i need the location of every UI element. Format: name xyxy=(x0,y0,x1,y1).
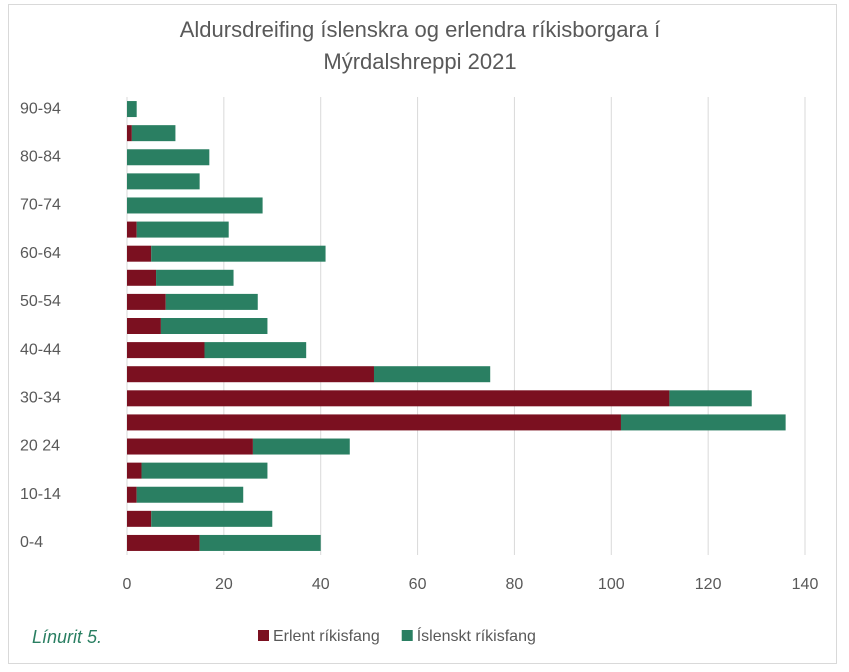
chart-title: Aldursdreifing íslenskra og erlendra rík… xyxy=(179,17,661,74)
bar-segment xyxy=(141,462,268,479)
bar-segment xyxy=(127,101,137,118)
legend-swatch xyxy=(401,630,413,641)
bar-segment xyxy=(204,342,307,359)
bar-segment xyxy=(127,318,161,334)
y-tick-label: 0-4 xyxy=(20,534,43,551)
bar-segment xyxy=(252,438,350,455)
bar-segment xyxy=(136,221,229,238)
x-tick-label: 120 xyxy=(695,576,722,593)
y-tick-label: 80-84 xyxy=(20,148,61,165)
bar-segment xyxy=(127,366,374,383)
bar-segment xyxy=(131,125,176,142)
annotation: Línurit 5. xyxy=(32,627,102,647)
bar-segment xyxy=(127,269,157,286)
bar-segment xyxy=(136,486,244,503)
bar-segment xyxy=(127,390,670,407)
bar-segment xyxy=(199,534,321,551)
bar-segment xyxy=(620,414,786,431)
bar-segment xyxy=(373,366,491,383)
bar-segment xyxy=(127,221,137,238)
y-tick-label: 30-34 xyxy=(20,390,61,407)
bar-segment xyxy=(127,197,263,214)
bar-segment xyxy=(127,125,132,142)
bar-segment xyxy=(156,269,234,286)
x-tick-label: 100 xyxy=(598,576,625,593)
x-tick-label: 60 xyxy=(409,576,427,593)
bar-segment xyxy=(669,390,752,407)
bar-segment xyxy=(151,245,326,262)
bar-segment xyxy=(127,534,200,551)
bar-segment xyxy=(127,245,152,262)
bar-segment xyxy=(127,149,210,166)
legend-swatch xyxy=(258,630,269,641)
bar-segment xyxy=(127,342,205,359)
x-tick-label: 20 xyxy=(215,576,233,593)
bar-segment xyxy=(165,293,258,310)
y-tick-label: 10-14 xyxy=(20,486,61,503)
x-tick-label: 0 xyxy=(123,576,132,593)
bar-segment xyxy=(127,414,621,431)
y-tick-label: 70-74 xyxy=(20,197,61,214)
chart-frame xyxy=(8,4,837,664)
y-tick-label: 90-94 xyxy=(20,100,61,117)
legend-label: Erlent ríkisfang xyxy=(273,628,380,645)
bar-segment xyxy=(127,438,253,455)
bar-segment xyxy=(127,293,166,310)
legend-label: Íslenskt ríkisfang xyxy=(417,626,536,645)
bar-segment xyxy=(127,173,200,190)
x-tick-label: 80 xyxy=(506,576,524,593)
bar-segment xyxy=(127,510,152,527)
bar-segment xyxy=(151,510,273,527)
y-tick-label: 60-64 xyxy=(20,245,61,262)
bar-segment xyxy=(127,486,137,503)
y-tick-label: 40-44 xyxy=(20,341,61,358)
x-tick-label: 140 xyxy=(792,576,819,593)
x-tick-label: 40 xyxy=(312,576,330,593)
y-tick-label: 20 24 xyxy=(20,438,60,455)
bar-segment xyxy=(160,318,268,334)
y-tick-label: 50-54 xyxy=(20,293,61,310)
bar-segment xyxy=(127,462,142,479)
